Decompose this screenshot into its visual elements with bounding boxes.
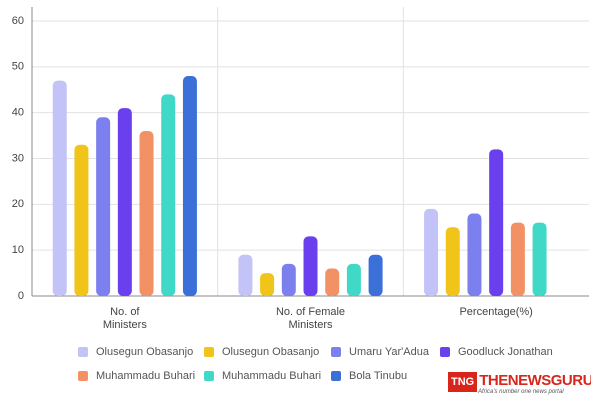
legend-label: Bola Tinubu	[349, 370, 408, 382]
legend-label: Olusegun Obasanjo	[96, 346, 194, 358]
legend-swatch	[78, 347, 88, 357]
y-tick-label: 20	[12, 198, 24, 210]
logo-mark: TNG	[448, 372, 478, 392]
y-tick-label: 0	[18, 290, 24, 302]
bar	[96, 117, 111, 296]
bar	[325, 268, 340, 296]
legend-label: Umaru Yar'Adua	[349, 346, 429, 358]
bar	[260, 273, 275, 296]
legend-item: Muhammadu Buhari	[204, 370, 321, 382]
legend-label: Olusegun Obasanjo	[222, 346, 320, 358]
legend-swatch	[204, 347, 214, 357]
y-tick-label: 30	[12, 152, 24, 164]
legend-item: Olusegun Obasanjo	[78, 346, 193, 358]
y-tick-label: 60	[12, 15, 24, 27]
bar	[303, 236, 318, 296]
legend-swatch	[440, 347, 450, 357]
bar	[238, 254, 253, 296]
bar	[467, 213, 482, 296]
bar	[510, 222, 525, 296]
bar	[161, 94, 176, 296]
legend-item: Olusegun Obasanjo	[204, 346, 319, 358]
x-tick-label: No. of Ministers	[102, 306, 147, 331]
logo-tagline: Africa's number one news portal	[478, 389, 564, 395]
bar	[281, 263, 296, 296]
bar	[424, 208, 439, 296]
bar	[139, 131, 154, 296]
legend-swatch	[204, 371, 214, 381]
y-tick-label: 10	[12, 244, 24, 256]
bar	[74, 144, 89, 296]
x-tick-label: No. of Female Ministers	[275, 306, 346, 331]
legend-item: Umaru Yar'Adua	[331, 346, 429, 358]
logo: TNG THENEWSGURU Africa's number one news…	[448, 372, 591, 395]
bar	[182, 76, 197, 296]
legend-item: Goodluck Jonathan	[440, 346, 553, 358]
legend-label: Goodluck Jonathan	[458, 346, 553, 358]
legend-label: Muhammadu Buhari	[222, 370, 322, 382]
legend-swatch	[331, 371, 341, 381]
y-tick-label: 40	[12, 107, 24, 119]
legend-label: Muhammadu Buhari	[96, 370, 196, 382]
bar	[532, 222, 547, 296]
bar	[117, 108, 132, 296]
legend-item: Muhammadu Buhari	[78, 370, 195, 382]
logo-name: THENEWSGURU	[479, 372, 591, 389]
x-tick-label: Percentage(%)	[459, 306, 533, 318]
legend-swatch	[78, 371, 88, 381]
bar	[368, 254, 383, 296]
bar	[489, 149, 504, 296]
y-tick-label: 50	[12, 61, 24, 73]
bar	[445, 227, 460, 296]
legend-item: Bola Tinubu	[331, 370, 407, 382]
legend-swatch	[331, 347, 341, 357]
bar	[52, 80, 67, 296]
bar	[346, 263, 361, 296]
